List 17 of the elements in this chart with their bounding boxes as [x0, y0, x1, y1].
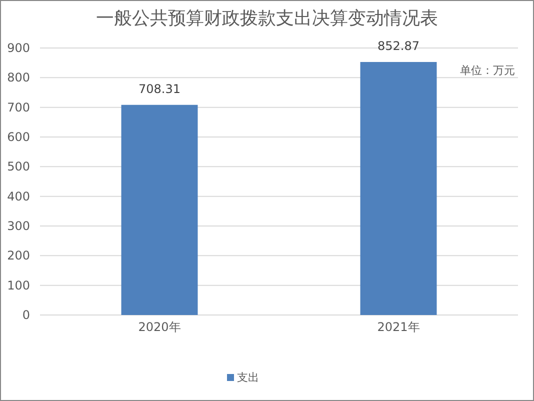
annotation: 单位：万元: [460, 64, 515, 77]
y-tick-label: 400: [7, 189, 30, 204]
y-tick-label: 700: [7, 100, 30, 114]
x-tick-label: 2020年: [138, 320, 181, 334]
y-tick-label: 100: [7, 278, 30, 292]
chart-title: 一般公共预算财政拨款支出决算变动情况表: [96, 8, 438, 29]
y-tick-label: 900: [7, 41, 30, 55]
y-tick-label: 0: [22, 308, 30, 322]
y-tick-label: 300: [7, 219, 30, 233]
legend-label: 支出: [237, 371, 259, 384]
y-tick-label: 800: [7, 70, 30, 85]
data-label: 708.31: [138, 82, 180, 96]
y-tick-label: 600: [7, 130, 30, 144]
y-tick-label: 500: [7, 160, 30, 174]
y-tick-label: 200: [7, 248, 30, 263]
x-tick-label: 2021年: [377, 320, 420, 334]
data-label: 852.87: [378, 38, 420, 53]
